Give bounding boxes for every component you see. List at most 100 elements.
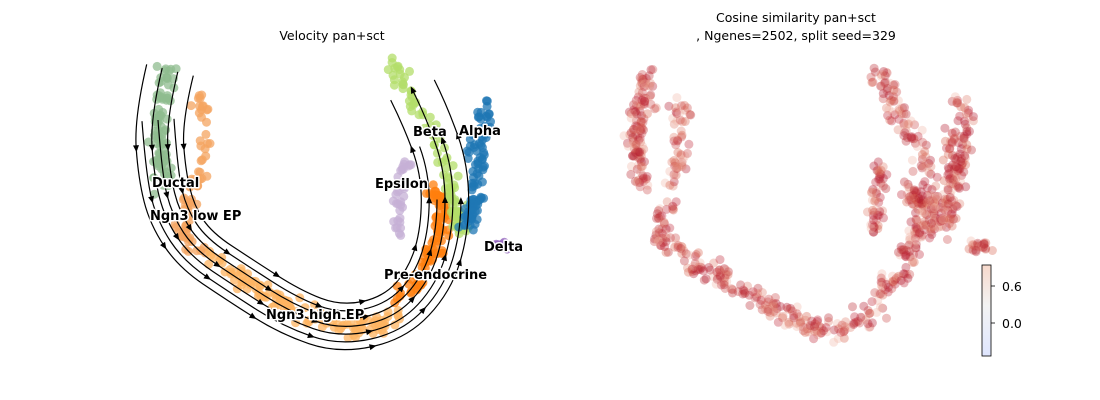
cell-point	[162, 91, 172, 101]
cell-point	[925, 196, 935, 206]
cell-point	[949, 137, 959, 147]
cell-point	[669, 172, 679, 181]
cell-point	[928, 222, 938, 232]
cell-point	[393, 216, 403, 226]
cell-point	[909, 200, 919, 210]
cell-point	[957, 160, 967, 170]
cell-point	[959, 133, 969, 143]
cell-point	[906, 116, 916, 126]
cell-point	[944, 169, 954, 178]
cell-point	[643, 180, 653, 190]
cluster-label: Delta	[484, 240, 523, 255]
cell-point	[396, 197, 406, 207]
cell-point	[883, 111, 893, 120]
cell-point	[772, 304, 782, 314]
cell-point	[882, 103, 891, 113]
cell-point	[929, 209, 939, 218]
cell-point	[651, 103, 661, 113]
cell-point	[745, 301, 755, 310]
cell-point	[867, 78, 877, 87]
cell-point	[932, 192, 942, 202]
cell-point	[875, 289, 885, 299]
cell-point	[836, 327, 846, 337]
cell-point	[952, 202, 962, 211]
cell-point	[719, 264, 729, 274]
cell-point	[655, 204, 665, 214]
cell-point	[957, 159, 967, 169]
cell-point	[672, 116, 682, 126]
cell-point	[641, 81, 651, 91]
cell-point	[674, 162, 684, 172]
cell-point	[641, 95, 651, 104]
cell-point	[942, 143, 951, 153]
cell-point	[196, 246, 206, 256]
cell-point	[875, 169, 885, 178]
cell-point	[816, 328, 826, 338]
cell-point	[651, 230, 661, 240]
cell-point	[638, 171, 648, 181]
cell-point	[473, 199, 483, 209]
cell-point	[873, 157, 883, 167]
cell-point	[918, 200, 928, 210]
cell-point	[856, 312, 866, 322]
cell-point	[719, 280, 729, 290]
cell-point	[910, 243, 920, 253]
cell-point	[645, 78, 655, 88]
cell-point	[962, 127, 972, 137]
cell-point	[920, 209, 930, 218]
cell-point	[723, 270, 733, 280]
cell-point	[915, 228, 925, 238]
velocity-streamlines	[132, 64, 470, 351]
cell-point	[755, 300, 765, 309]
cell-point	[633, 146, 643, 155]
cell-point	[792, 302, 802, 312]
cell-point	[918, 180, 928, 190]
cell-point	[911, 228, 921, 238]
cell-point	[906, 217, 916, 227]
cell-point	[858, 313, 868, 322]
cell-point	[894, 247, 903, 257]
cell-point	[671, 140, 681, 150]
cell-point	[950, 161, 960, 171]
cell-point	[632, 101, 642, 111]
cell-point	[351, 325, 361, 334]
cell-point	[626, 109, 636, 119]
cell-point	[885, 97, 895, 107]
cell-point	[922, 210, 932, 220]
cell-point	[874, 168, 884, 178]
cell-point	[646, 90, 656, 100]
velocity-scatter-points	[144, 53, 514, 343]
cell-point	[948, 179, 958, 189]
cell-point	[878, 162, 888, 172]
cell-point	[634, 87, 644, 97]
cell-point	[957, 171, 967, 180]
cell-point	[650, 104, 660, 114]
cell-point	[907, 155, 917, 165]
streamline-arrow	[410, 86, 417, 95]
cell-point	[687, 264, 697, 274]
cell-point	[901, 126, 911, 136]
cell-point	[750, 293, 760, 303]
cell-point	[962, 144, 972, 154]
cell-point	[957, 135, 967, 145]
cell-point	[677, 130, 687, 140]
cell-point	[890, 80, 900, 89]
cell-point	[900, 251, 910, 261]
cell-point	[949, 134, 959, 144]
cell-point	[738, 285, 748, 295]
cell-point	[875, 192, 885, 202]
cell-point	[896, 242, 906, 252]
cell-point	[929, 202, 939, 212]
cell-point	[752, 292, 762, 302]
cell-point	[715, 265, 724, 275]
cell-point	[636, 137, 646, 147]
cell-point	[634, 135, 644, 145]
cell-point	[947, 162, 956, 172]
streamline-arrow	[369, 344, 377, 351]
cell-point	[634, 100, 644, 110]
cell-point	[911, 214, 921, 224]
cell-point	[905, 232, 915, 242]
cosine-panel-subtitle: , Ngenes=2502, split seed=329	[696, 28, 896, 43]
streamline	[182, 75, 422, 304]
cell-point	[926, 169, 936, 179]
